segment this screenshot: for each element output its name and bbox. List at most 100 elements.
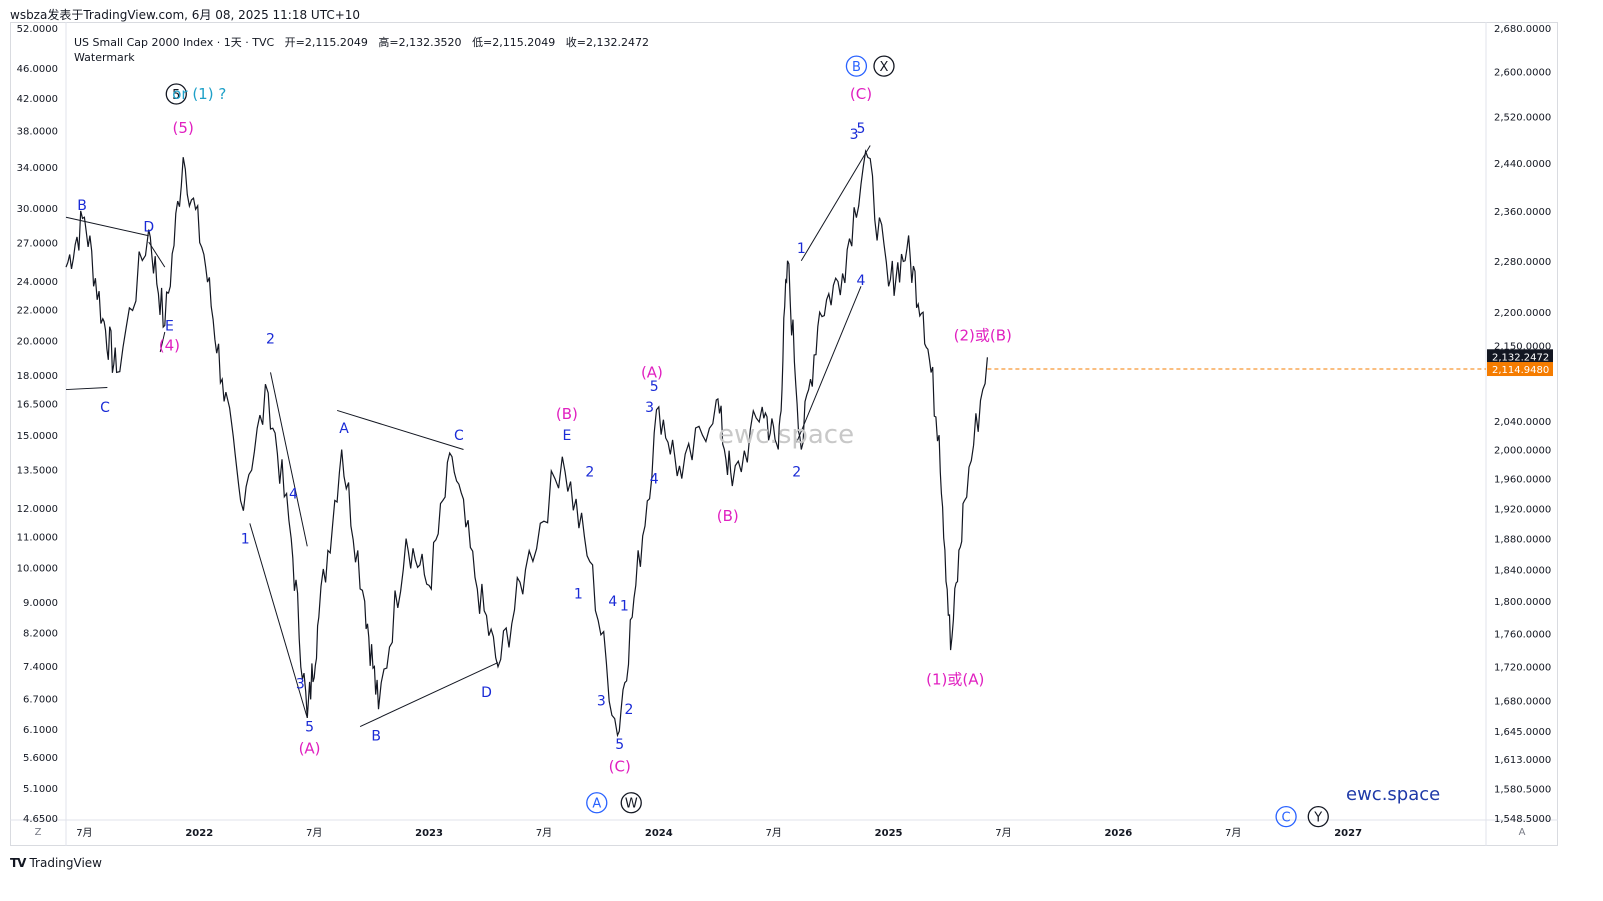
wave-label: (5) [173,119,194,137]
last-price-tag [1487,349,1553,364]
right-axis-tick-label: 2,000.0000 [1494,446,1551,457]
legend-open: 开=2,115.2049 [284,36,368,49]
wave-label: B [77,198,87,214]
wave-label: 1 [241,532,250,548]
right-axis-tick-label: 2,040.0000 [1494,417,1551,428]
right-axis-tick-label: 1,800.0000 [1494,597,1551,608]
right-axis-tick-label: 1,960.0000 [1494,475,1551,486]
right-axis-tick-label: 1,880.0000 [1494,535,1551,546]
left-axis-tick-label: 5.6000 [23,753,58,764]
left-axis-tick-label: 42.0000 [17,94,58,105]
brand-label: ewc.space [1346,784,1441,805]
wave-label: 1 [797,241,806,257]
wave-label-circle [165,83,187,105]
right-axis-tick-label: 1,720.0000 [1494,663,1551,674]
time-axis-tick-label: 7月 [76,827,92,839]
wave-label: 5 [305,720,314,736]
left-axis-tick-label: 30.0000 [17,204,58,215]
wave-label: E [562,428,571,444]
right-axis-auto-button[interactable]: A [1518,827,1526,838]
wave-label: 5 [615,737,624,753]
chart-watermark: ewc.space [718,420,855,450]
last-price-tag-text: 2,132.2472 [1492,352,1549,363]
wave-label: Y [1313,811,1322,826]
prev-price-tag [1487,362,1553,377]
wave-label: 5 [172,88,180,103]
wave-label: 5 [650,379,659,395]
time-axis-tick-label: 2023 [415,828,443,839]
wave-label: C [454,428,464,444]
left-axis-tick-label: 12.0000 [17,504,58,515]
wave-label: 2 [624,702,633,718]
left-axis-tick-label: 24.0000 [17,277,58,288]
left-axis-tick-label: 38.0000 [17,127,58,138]
wave-label: 3 [597,694,606,710]
right-axis-tick-label: 2,150.0000 [1494,341,1551,352]
wave-label: 4 [608,594,617,610]
time-axis-tick-label: 7月 [1225,827,1241,839]
wave-label: 2 [585,464,594,480]
tradingview-logo-icon: TV [10,856,27,870]
legend-high: 高=2,132.3520 [378,36,462,49]
time-axis-tick-label: 7月 [536,827,552,839]
right-axis-tick-label: 2,680.0000 [1494,24,1551,35]
footer-brand[interactable]: TradingView [29,856,102,870]
right-axis-tick-label: 1,548.5000 [1494,814,1551,825]
left-axis-tick-label: 34.0000 [17,163,58,174]
wave-trendline [270,372,308,547]
time-axis-tick-label: 2025 [875,828,903,839]
wave-label-circle [873,55,895,77]
wave-trendline [359,662,499,728]
left-axis-tick-label: 9.0000 [23,598,58,609]
chart-frame [10,22,1558,846]
right-axis-tick-label: 1,680.0000 [1494,697,1551,708]
right-axis-tick-label: 1,840.0000 [1494,566,1551,577]
right-axis-tick-label: 1,645.0000 [1494,727,1551,738]
legend-watermark-label: Watermark [74,51,135,64]
right-axis-tick-label: 1,580.5000 [1494,785,1551,796]
left-axis-auto-button[interactable]: Z [34,827,42,838]
wave-label: 4 [289,486,298,502]
right-axis-tick-label: 1,760.0000 [1494,630,1551,641]
wave-label: 2 [266,332,275,348]
wave-trendline [65,386,108,391]
wave-trendline [249,523,308,719]
wave-label: A [592,797,601,812]
wave-label-circle [1307,805,1329,828]
time-axis-tick-label: 2024 [645,828,673,839]
left-axis-tick-label: 22.0000 [17,305,58,316]
wave-label: 4 [857,273,866,289]
legend-symbol: US Small Cap 2000 Index · 1天 · TVC [74,36,275,49]
wave-label: D [143,219,154,235]
chart-legend: US Small Cap 2000 Index · 1天 · TVC 开=2,1… [74,34,649,50]
wave-label-circle [1275,805,1297,828]
left-axis-tick-label: 27.0000 [17,238,58,249]
prev-price-tag-text: 2,114.9480 [1492,365,1549,376]
left-axis-tick-label: 46.0000 [17,64,58,75]
left-axis-tick-label: 7.4000 [23,662,58,673]
wave-label: 3 [296,677,305,693]
left-axis-tick-label: 4.6500 [23,814,58,825]
right-axis-tick-label: 2,360.0000 [1494,207,1551,218]
wave-label: W [625,797,638,812]
left-axis-tick-label: 16.5000 [17,400,58,411]
time-axis-tick-label: 2026 [1104,828,1132,839]
legend-low: 低=2,115.2049 [472,36,556,49]
wave-label: (1)或(A) [926,670,984,688]
wave-label: (B) [556,405,578,423]
footer: TV TradingView [10,856,102,870]
wave-label: C [100,400,110,416]
wave-label: 3 [645,400,654,416]
right-axis-tick-label: 2,440.0000 [1494,159,1551,170]
wave-label: B [852,60,861,75]
right-axis-tick-label: 1,920.0000 [1494,504,1551,515]
wave-label: (A) [299,740,321,758]
wave-label: 5 [857,121,866,137]
wave-label: 1 [574,586,583,602]
price-series-line [65,149,988,738]
time-axis-tick-label: 2027 [1334,828,1362,839]
wave-trendline [148,241,166,268]
wave-trendline [800,145,871,262]
wave-label: (C) [850,85,872,103]
